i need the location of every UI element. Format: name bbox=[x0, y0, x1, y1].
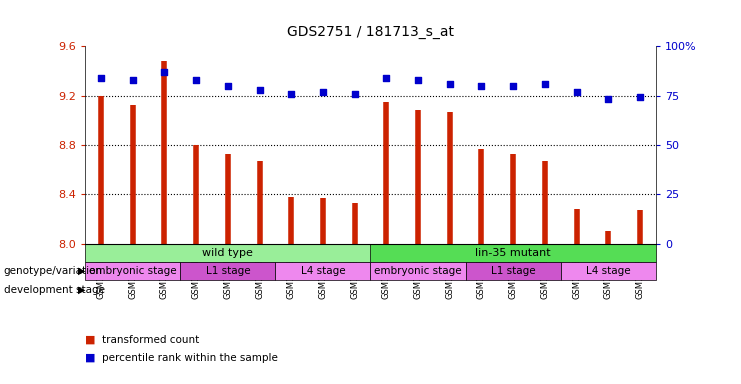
Point bbox=[253, 86, 265, 93]
Point bbox=[380, 74, 392, 81]
Text: ■: ■ bbox=[85, 353, 96, 363]
Text: GDS2751 / 181713_s_at: GDS2751 / 181713_s_at bbox=[287, 25, 454, 39]
Point bbox=[317, 88, 329, 94]
Bar bbox=[465, 262, 561, 280]
Point bbox=[634, 94, 646, 101]
Point bbox=[222, 83, 233, 89]
Text: genotype/variation: genotype/variation bbox=[4, 266, 103, 276]
Text: L1 stage: L1 stage bbox=[491, 266, 536, 276]
Text: L1 stage: L1 stage bbox=[205, 266, 250, 276]
Text: wild type: wild type bbox=[202, 248, 253, 258]
Point bbox=[476, 83, 488, 89]
Text: L4 stage: L4 stage bbox=[586, 266, 631, 276]
Point bbox=[507, 83, 519, 89]
Text: percentile rank within the sample: percentile rank within the sample bbox=[102, 353, 278, 363]
Bar bbox=[85, 244, 370, 262]
Text: transformed count: transformed count bbox=[102, 335, 199, 345]
Text: ▶: ▶ bbox=[78, 285, 85, 295]
Bar bbox=[85, 262, 180, 280]
Text: development stage: development stage bbox=[4, 285, 104, 295]
Bar bbox=[561, 262, 656, 280]
Text: ■: ■ bbox=[85, 335, 96, 345]
Point bbox=[602, 96, 614, 103]
Text: embryonic stage: embryonic stage bbox=[89, 266, 176, 276]
Point bbox=[539, 81, 551, 87]
Text: ▶: ▶ bbox=[78, 266, 85, 276]
Point bbox=[349, 91, 361, 97]
Bar bbox=[370, 244, 656, 262]
Bar bbox=[370, 262, 465, 280]
Text: lin-35 mutant: lin-35 mutant bbox=[475, 248, 551, 258]
Point bbox=[412, 77, 424, 83]
Point bbox=[285, 91, 297, 97]
Point bbox=[95, 74, 107, 81]
Bar bbox=[276, 262, 370, 280]
Text: embryonic stage: embryonic stage bbox=[374, 266, 462, 276]
Point bbox=[571, 88, 582, 94]
Bar bbox=[180, 262, 276, 280]
Point bbox=[444, 81, 456, 87]
Point bbox=[159, 69, 170, 75]
Point bbox=[127, 77, 139, 83]
Point bbox=[190, 77, 202, 83]
Text: L4 stage: L4 stage bbox=[301, 266, 345, 276]
